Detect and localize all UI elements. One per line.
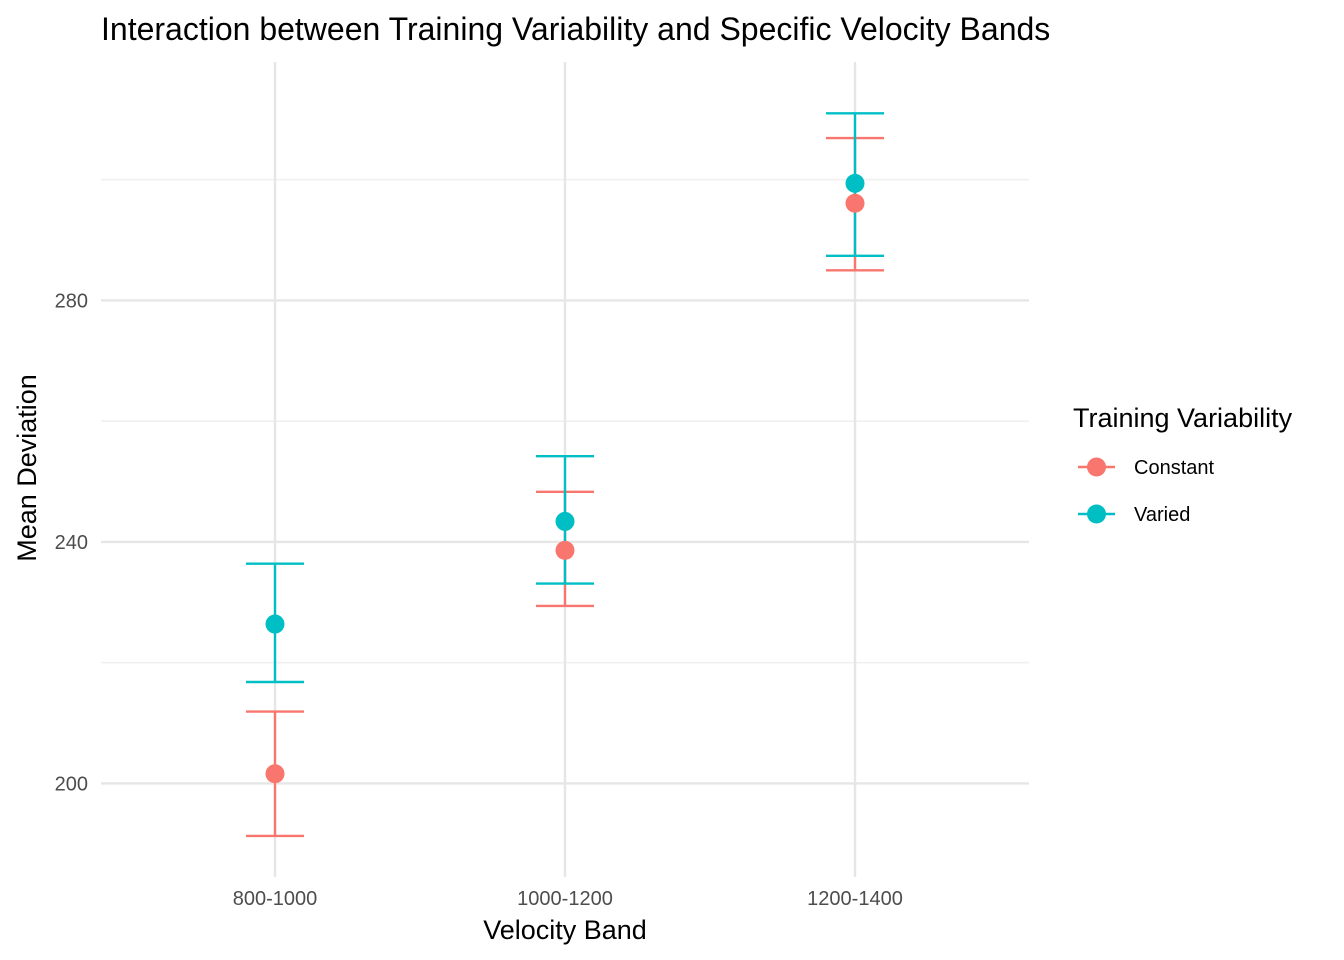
data-point	[845, 173, 865, 193]
x-tick-labels: 800-1000 1000-1200 1200-1400	[233, 888, 903, 910]
legend-title: Training Variability	[1073, 403, 1293, 433]
y-axis-title: Mean Deviation	[12, 374, 42, 562]
legend-label: Constant	[1134, 457, 1214, 479]
x-axis-title: Velocity Band	[483, 915, 647, 945]
chart-title: Interaction between Training Variability…	[101, 11, 1050, 47]
y-tick-label: 280	[55, 290, 88, 312]
legend-key-varied	[1078, 504, 1115, 524]
data-point	[265, 764, 285, 784]
data-point	[265, 614, 285, 634]
legend: Training Variability Constant Varied	[1073, 403, 1293, 526]
legend-key-constant	[1078, 457, 1115, 477]
x-tick-label: 1000-1200	[517, 888, 613, 910]
x-tick-label: 800-1000	[233, 888, 318, 910]
points-varied	[265, 173, 865, 634]
legend-key-point	[1087, 457, 1106, 477]
x-tick-label: 1200-1400	[807, 888, 903, 910]
points-constant	[265, 193, 865, 784]
data-point	[555, 540, 575, 560]
y-tick-label: 240	[55, 532, 88, 554]
data-point	[845, 193, 865, 213]
plot-marks	[246, 112, 884, 838]
y-tick-label: 200	[55, 773, 88, 795]
legend-key-point	[1087, 504, 1106, 524]
data-point	[555, 511, 575, 531]
y-tick-labels: 200 240 280	[55, 290, 88, 795]
legend-label: Varied	[1134, 504, 1190, 526]
